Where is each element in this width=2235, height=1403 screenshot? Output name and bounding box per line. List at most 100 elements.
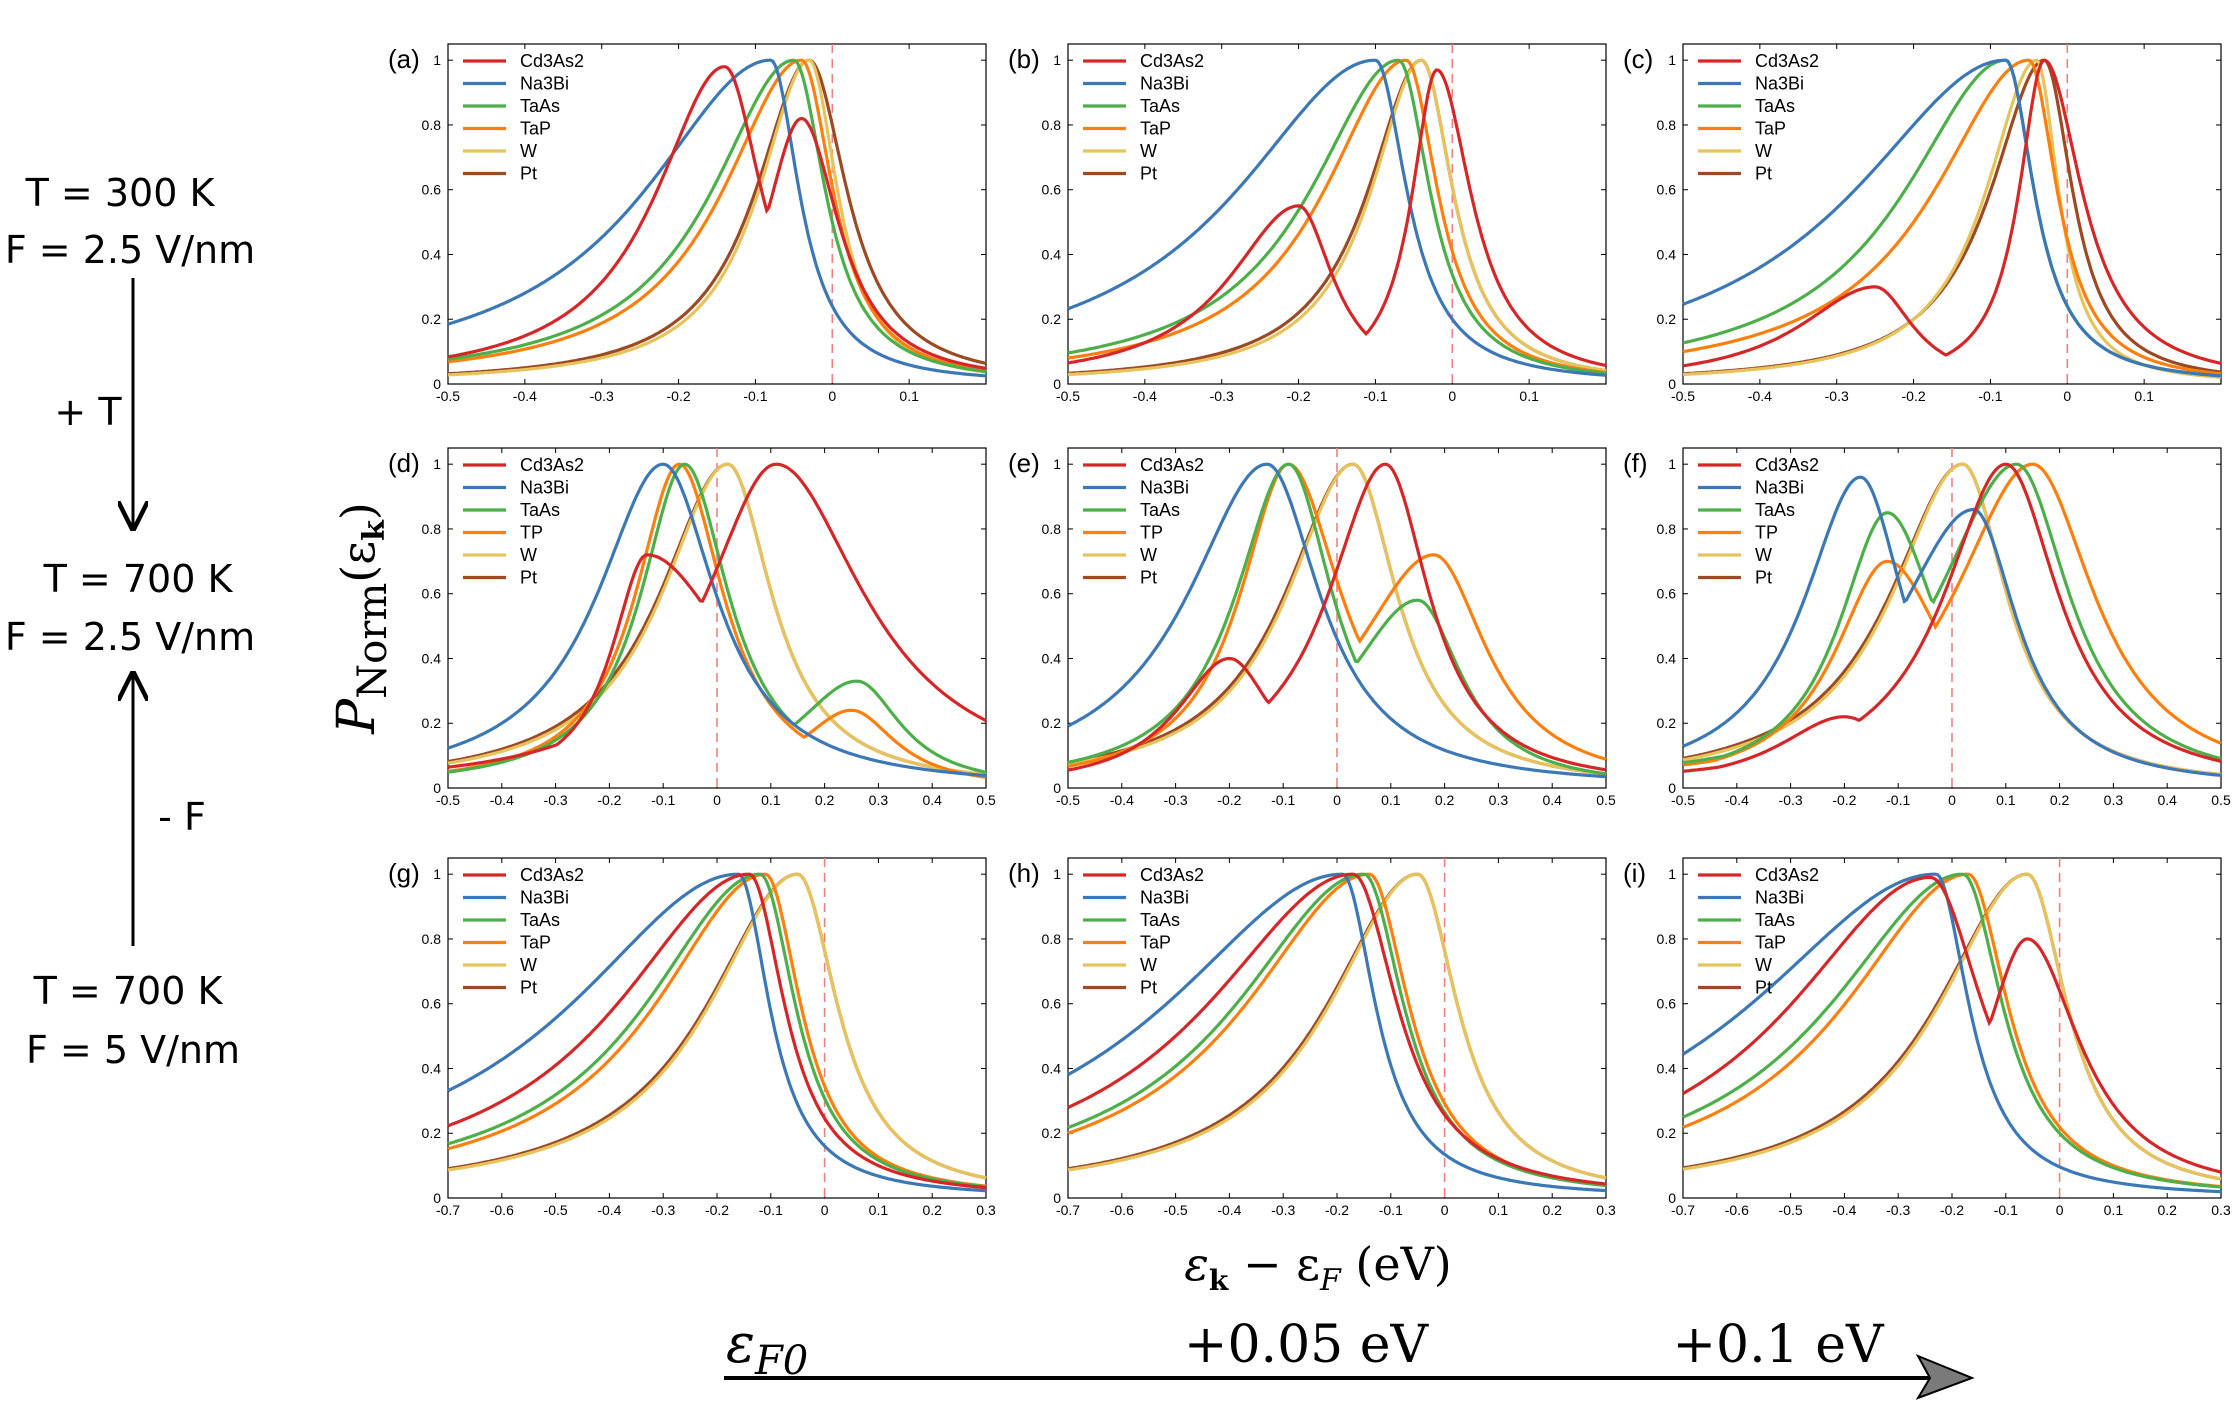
y-tick-label: 1 [1053, 866, 1061, 882]
legend-entry: TaAs [1140, 96, 1180, 116]
series-line-na3bi [1682, 872, 2221, 1194]
legend-entry: W [520, 141, 537, 161]
legend-entry: W [1140, 545, 1157, 565]
x-tick-label: -0.4 [597, 1202, 621, 1218]
x-tick-label: -0.1 [743, 388, 767, 404]
panel-b: -0.5 -0.4 -0.3 -0.2 -0.1 0 0.1 0 0.2 0.4 0.6 0.8 1 Cd… [1008, 43, 1607, 404]
xlabel-mid: − ε [1228, 1237, 1320, 1291]
legend-entry: TaAs [520, 910, 560, 930]
x-tick-label: 0.3 [1596, 1202, 1616, 1218]
x-tick-label: -0.1 [1363, 388, 1387, 404]
x-tick-label: 0.1 [1489, 1202, 1509, 1218]
series-line-w [447, 872, 987, 1180]
x-tick-label: -0.3 [1825, 388, 1849, 404]
panel-a: -0.5 -0.4 -0.3 -0.2 -0.1 0 0.1 0 0.2 0.4 0.6 0.8 1 Cd… [388, 43, 987, 404]
y-tick-label: 0.2 [1657, 311, 1677, 327]
y-tick-label: 0.4 [1657, 650, 1677, 666]
x-tick-label: 0.2 [2050, 792, 2070, 808]
xlabel-sub-k: k [1209, 1264, 1229, 1297]
svg-text:PNorm(εk): PNorm(εk) [327, 502, 396, 735]
legend-entry: Na3Bi [520, 478, 569, 498]
series-line-na3bi [1067, 462, 1607, 779]
x-tick-label: 0.4 [2157, 792, 2177, 808]
legend-entry: W [1755, 955, 1772, 975]
plot-frame [447, 857, 987, 1199]
x-tick-label: 0.5 [976, 792, 996, 808]
x-tick-label: 0.2 [1435, 792, 1455, 808]
series-line-w [1067, 58, 1607, 377]
x-tick-label: -0.5 [1671, 388, 1695, 404]
x-tick-label: -0.2 [1940, 1202, 1964, 1218]
arrow-label-minus-f: - F [158, 795, 206, 839]
x-tick-label: 0.2 [2157, 1202, 2177, 1218]
state2-line2: F = 2.5 V/nm [5, 615, 255, 659]
series-line-tap [447, 58, 987, 373]
x-tick-label: -0.1 [651, 792, 675, 808]
panel-label: (g) [388, 858, 420, 888]
x-tick-label: -0.2 [667, 388, 691, 404]
series-line-cd3as2 [1682, 58, 2222, 368]
legend-entry: Cd3As2 [520, 455, 584, 475]
xlabel-eps: ε [1184, 1237, 1209, 1291]
series-line-na3bi [1067, 58, 1607, 377]
x-tick-label: 0.1 [761, 792, 781, 808]
y-tick-label: 0.2 [1042, 1125, 1062, 1141]
y-tick-label: 1 [1053, 456, 1061, 472]
legend-entry: TP [1755, 523, 1778, 543]
y-tick-label: 0.6 [1042, 182, 1062, 198]
x-tick-label: -0.7 [436, 1202, 460, 1218]
legend-entry: TaAs [520, 96, 560, 116]
x-tick-label: -0.3 [1886, 1202, 1910, 1218]
legend-entry: TP [520, 523, 543, 543]
x-tick-label: -0.3 [1271, 1202, 1295, 1218]
y-tick-label: 0.6 [1657, 996, 1677, 1012]
x-tick-label: 0.2 [815, 792, 835, 808]
legend-entry: Cd3As2 [1755, 455, 1819, 475]
panel-e: -0.5 -0.4 -0.3 -0.2 -0.1 0 0.1 0.2 0.3 0.4 0.5 0 0.2… [1008, 447, 1616, 808]
y-tick-label: 1 [433, 456, 441, 472]
legend-entry: TaP [520, 933, 551, 953]
x-tick-label: -0.2 [1217, 792, 1241, 808]
series-line-taas [447, 58, 987, 374]
x-tick-label: 0 [1448, 388, 1456, 404]
legend-entry: Na3Bi [1755, 478, 1804, 498]
legend-entry: TaP [1755, 933, 1786, 953]
y-tick-label: 0.6 [422, 996, 442, 1012]
legend-entry: TaAs [1755, 96, 1795, 116]
y-tick-label: 0.8 [422, 117, 442, 133]
x-tick-label: -0.7 [1056, 1202, 1080, 1218]
legend-entry: TaP [1140, 119, 1171, 139]
y-tick-label: 0 [1668, 376, 1676, 392]
y-tick-label: 0.8 [1042, 117, 1062, 133]
shift-label-1-sub: F0 [754, 1338, 808, 1384]
x-tick-label: 0.2 [1542, 1202, 1562, 1218]
x-tick-label: 0.3 [1489, 792, 1509, 808]
y-tick-label: 1 [1668, 52, 1676, 68]
legend-entry: TP [1140, 523, 1163, 543]
series-line-tp [1682, 462, 2222, 767]
y-tick-label: 1 [1053, 52, 1061, 68]
x-tick-label: 0.5 [1596, 792, 1616, 808]
y-tick-label: 0.8 [1657, 117, 1677, 133]
y-tick-label: 0 [433, 376, 441, 392]
plot-frame [447, 43, 987, 385]
series-line-na3bi [1682, 58, 2222, 378]
x-tick-label: -0.2 [1325, 1202, 1349, 1218]
y-tick-label: 0.4 [422, 1060, 442, 1076]
series-line-cd3as2 [1682, 462, 2222, 773]
svg-text:εF0: εF0 [726, 1312, 808, 1384]
x-tick-label: 0.3 [2104, 792, 2124, 808]
x-tick-label: -0.3 [1779, 792, 1803, 808]
x-tick-label: 0.3 [2211, 1202, 2231, 1218]
y-tick-label: 0.6 [1042, 586, 1062, 602]
x-tick-label: 0 [821, 1202, 829, 1218]
legend-entry: Cd3As2 [1140, 51, 1204, 71]
panel-h: -0.7 -0.6 -0.5 -0.4 -0.3 -0.2 -0.1 0 0.1 0.2 0.3 0 0… [1008, 857, 1616, 1218]
series-line-cd3as2 [1067, 462, 1607, 772]
series-line-na3bi [1682, 475, 2222, 777]
x-tick-label: -0.5 [1779, 1202, 1803, 1218]
series-line-tap [447, 872, 987, 1188]
panel-f: -0.5 -0.4 -0.3 -0.2 -0.1 0 0.1 0.2 0.3 0.4 0.5 0 0.2… [1623, 447, 2231, 808]
legend-entry: Cd3As2 [520, 865, 584, 885]
panel-label: (c) [1623, 44, 1653, 74]
